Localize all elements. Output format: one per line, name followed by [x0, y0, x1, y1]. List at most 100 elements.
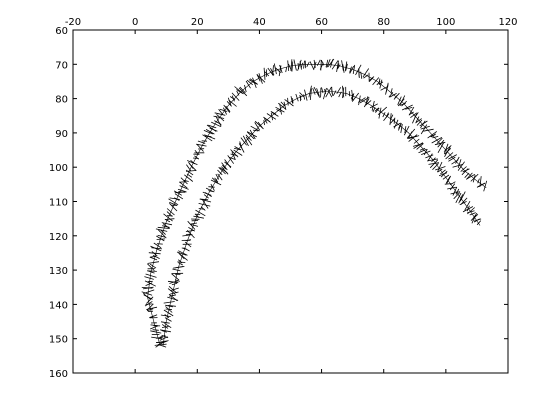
y-tick-label: 100 — [49, 163, 68, 174]
data-point — [147, 263, 155, 271]
data-point — [209, 127, 218, 132]
data-point — [291, 61, 294, 72]
data-point — [194, 149, 199, 155]
data-point — [445, 176, 451, 184]
data-point — [197, 140, 206, 144]
data-point — [380, 85, 389, 91]
data-point — [287, 60, 290, 71]
data-point — [228, 156, 236, 160]
data-point — [178, 252, 188, 261]
data-point — [469, 212, 476, 216]
data-point — [420, 120, 426, 129]
data-point — [202, 199, 209, 209]
data-point — [145, 282, 153, 286]
data-point — [227, 97, 232, 107]
data-point — [198, 203, 211, 207]
data-point — [458, 194, 464, 204]
x-axis: -20 0 20 40 60 80 100 120 — [65, 17, 518, 373]
data-point — [166, 208, 175, 216]
data-point — [180, 177, 188, 185]
data-point — [146, 296, 154, 304]
data-point — [266, 113, 277, 120]
data-point — [143, 293, 151, 300]
x-tick-label: 120 — [498, 17, 517, 28]
data-point — [453, 192, 461, 200]
data-point — [245, 134, 252, 141]
data-point — [190, 222, 198, 225]
data-point — [270, 68, 275, 76]
data-point — [225, 105, 231, 112]
data-point — [245, 136, 253, 146]
data-point — [151, 251, 158, 257]
data-point — [355, 64, 362, 76]
data-point — [176, 251, 187, 256]
data-point — [270, 110, 277, 115]
data-point — [457, 159, 462, 169]
data-point — [142, 286, 154, 290]
data-point — [171, 282, 178, 286]
data-point — [215, 115, 222, 127]
data-point — [148, 252, 161, 255]
data-point — [293, 59, 297, 71]
data-point — [349, 66, 352, 73]
data-point — [393, 122, 401, 128]
data-point — [184, 174, 194, 182]
data-point — [167, 288, 176, 295]
data-point — [397, 96, 402, 105]
data-point — [442, 174, 450, 180]
data-point — [345, 63, 348, 71]
data-point — [472, 174, 476, 183]
data-point — [169, 203, 178, 212]
data-point — [168, 293, 178, 302]
data-point — [448, 154, 457, 160]
data-point — [146, 308, 154, 312]
data-point — [257, 121, 263, 129]
x-tick-label: 60 — [315, 17, 328, 28]
data-point — [160, 329, 171, 333]
data-point — [331, 89, 334, 97]
data-point — [295, 93, 299, 102]
data-point — [163, 301, 175, 304]
data-point — [362, 68, 370, 78]
data-point — [249, 129, 256, 140]
y-tick-label: 140 — [49, 300, 68, 311]
data-point — [273, 63, 277, 75]
data-point — [341, 60, 344, 71]
data-point — [187, 160, 198, 165]
data-point — [250, 125, 260, 132]
data-point — [193, 215, 204, 219]
y-tick-label: 150 — [49, 335, 68, 346]
data-point — [154, 343, 167, 346]
data-point — [379, 79, 383, 89]
data-point — [471, 214, 477, 224]
data-point — [200, 206, 206, 211]
data-point — [246, 79, 253, 86]
data-point — [242, 135, 249, 147]
data-point — [438, 172, 448, 177]
data-point — [452, 186, 458, 196]
data-point — [169, 280, 179, 284]
y-tick-label: 120 — [49, 232, 68, 243]
data-point — [160, 321, 170, 324]
x-tick-label: 100 — [436, 17, 455, 28]
data-point — [164, 322, 172, 329]
data-point — [272, 65, 274, 76]
data-point — [299, 92, 305, 97]
data-point — [357, 97, 366, 103]
data-point — [271, 111, 279, 117]
data-point — [190, 223, 199, 227]
data-point — [152, 329, 159, 331]
data-point — [202, 134, 213, 142]
data-point — [444, 146, 451, 157]
data-point — [233, 149, 243, 156]
data-point — [246, 131, 255, 140]
data-point — [217, 173, 223, 181]
data-point — [144, 276, 154, 280]
data-point — [196, 144, 204, 152]
y-tick-label: 160 — [49, 369, 68, 380]
data-point — [423, 148, 428, 156]
data-point — [263, 120, 265, 126]
data-point — [245, 80, 251, 89]
data-point — [443, 143, 449, 154]
data-point — [169, 201, 178, 206]
